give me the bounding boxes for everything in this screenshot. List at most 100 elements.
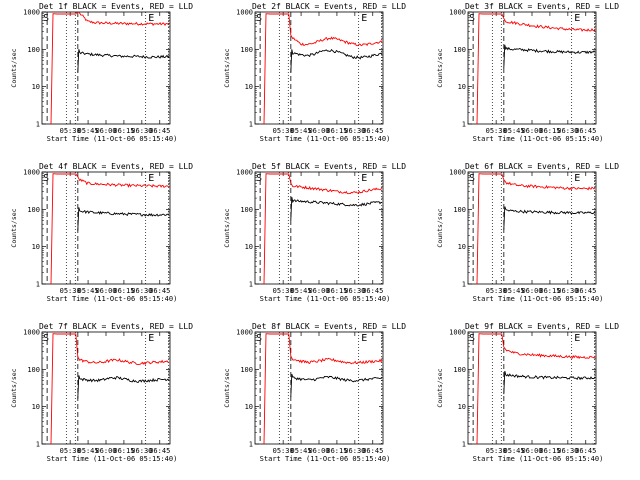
x-axis-label: Start Time (11-Oct-06 05:15:40) [473,455,604,463]
plot-frame [41,11,171,125]
events-series-line [290,197,383,221]
x-tick-label: 06:45 [149,127,170,135]
marker-label-e: E [148,333,154,344]
x-tick-label: 06:30 [344,127,365,135]
x-tick-label: 05:45 [291,127,312,135]
x-tick-label: 06:00 [521,447,542,455]
x-tick-label: 05:45 [504,287,525,295]
y-tick-label: 10 [245,403,253,411]
chart-panel-6: Det 6f BLACK = Events, RED = LLD 1 10 100 10… [436,162,619,303]
x-tick-label: 05:30 [486,127,507,135]
x-tick-label: 05:30 [273,287,294,295]
y-axis-label: Counts/sec [436,208,444,247]
x-tick-label: 06:00 [521,127,542,135]
x-tick-label: 06:45 [362,127,383,135]
x-tick-label: 05:45 [291,287,312,295]
x-tick-label: 06:30 [131,287,152,295]
marker-label-s: S [469,333,475,344]
y-tick-label: 10 [458,403,466,411]
y-tick-label: 100 [453,206,466,214]
chart-panel-8: Det 8f BLACK = Events, RED = LLD 1 10 100 10… [223,322,406,463]
y-tick-label: 1 [462,121,466,129]
y-axis-label: Counts/sec [436,368,444,407]
x-tick-label: 06:30 [344,447,365,455]
chart-panel-9: Det 9f BLACK = Events, RED = LLD 1 10 100 10… [436,322,619,463]
x-tick-label: 05:30 [60,447,81,455]
chart-panel-4: Det 4f BLACK = Events, RED = LLD 1 10 100 10… [10,162,193,303]
x-tick-label: 05:30 [60,127,81,135]
lld-series-line [263,13,383,124]
x-tick-label: 06:00 [308,447,329,455]
marker-label-e: E [361,173,367,184]
x-tick-label: 06:15 [113,287,134,295]
x-axis-label: Start Time (11-Oct-06 05:15:40) [473,295,604,303]
chart-title: Det 6f BLACK = Events, RED = LLD [465,162,619,171]
y-tick-label: 10 [32,403,40,411]
x-tick-label: 06:00 [308,127,329,135]
y-tick-label: 100 [27,46,40,54]
x-tick-label: 05:45 [78,127,99,135]
lld-series-line [476,333,596,444]
marker-label-e: E [361,13,367,24]
lld-series-line [50,333,170,444]
y-tick-label: 1000 [23,329,40,337]
lld-series-line [476,13,596,124]
x-tick-label: 05:30 [60,287,81,295]
y-tick-label: 100 [240,206,253,214]
lld-series-line [263,173,383,284]
x-tick-label: 06:00 [95,127,116,135]
plot-frame [41,331,171,445]
y-tick-label: 1000 [449,9,466,17]
x-tick-label: 05:30 [273,447,294,455]
x-tick-label: 06:45 [575,127,596,135]
y-tick-label: 100 [240,366,253,374]
y-tick-label: 1 [36,121,40,129]
chart-panel-1: Det 1f BLACK = Events, RED = LLD 1 10 100 10… [10,2,193,143]
x-tick-label: 06:15 [539,287,560,295]
x-tick-label: 06:30 [557,447,578,455]
chart-title: Det 1f BLACK = Events, RED = LLD [39,2,193,11]
x-tick-label: 06:15 [113,447,134,455]
x-tick-label: 05:45 [504,447,525,455]
marker-label-s: S [43,173,49,184]
x-tick-label: 06:45 [575,447,596,455]
chart-title: Det 7f BLACK = Events, RED = LLD [39,322,193,331]
y-tick-label: 10 [32,83,40,91]
y-tick-label: 1000 [236,9,253,17]
x-tick-label: 06:00 [95,447,116,455]
x-tick-label: 06:15 [113,127,134,135]
y-axis-label: Counts/sec [10,48,18,87]
chart-title: Det 4f BLACK = Events, RED = LLD [39,162,193,171]
y-tick-label: 1 [249,441,253,449]
events-series-line [77,375,170,399]
x-tick-label: 06:00 [521,287,542,295]
plot-frame [254,11,384,125]
plot-frame [254,331,384,445]
events-series-line [503,370,596,395]
y-tick-label: 1 [462,441,466,449]
x-tick-label: 06:15 [326,447,347,455]
y-axis-label: Counts/sec [223,208,231,247]
x-tick-label: 05:45 [504,127,525,135]
y-tick-label: 10 [32,243,40,251]
lld-series-line [476,173,596,284]
x-tick-label: 06:30 [344,287,365,295]
y-tick-label: 1000 [23,9,40,17]
x-tick-label: 06:45 [362,447,383,455]
y-axis-label: Counts/sec [223,48,231,87]
x-tick-label: 05:30 [486,287,507,295]
chart-panel-5: Det 5f BLACK = Events, RED = LLD 1 10 100 10… [223,162,406,303]
plot-frame [41,171,171,285]
x-axis-label: Start Time (11-Oct-06 05:15:40) [47,135,178,143]
chart-title: Det 2f BLACK = Events, RED = LLD [252,2,406,11]
y-tick-label: 1 [249,121,253,129]
x-tick-label: 06:45 [362,287,383,295]
x-tick-label: 06:30 [557,287,578,295]
x-tick-label: 05:45 [78,287,99,295]
x-tick-label: 06:45 [149,287,170,295]
chart-title: Det 8f BLACK = Events, RED = LLD [252,322,406,331]
marker-label-s: S [256,333,262,344]
y-tick-label: 10 [245,83,253,91]
y-tick-label: 100 [27,366,40,374]
